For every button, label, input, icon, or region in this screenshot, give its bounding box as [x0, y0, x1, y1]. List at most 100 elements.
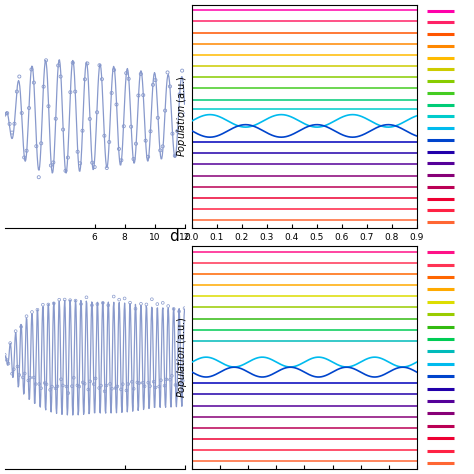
- Point: [142, 137, 149, 145]
- Point: [98, 75, 106, 83]
- Point: [141, 383, 148, 390]
- Point: [163, 375, 170, 383]
- Point: [11, 120, 18, 128]
- Point: [123, 387, 130, 394]
- Point: [115, 296, 123, 303]
- Point: [168, 372, 176, 380]
- Point: [122, 69, 130, 77]
- Point: [73, 382, 81, 389]
- Point: [121, 295, 128, 302]
- Text: c: c: [170, 0, 178, 2]
- Point: [104, 301, 112, 309]
- Point: [25, 377, 32, 384]
- Point: [128, 123, 135, 130]
- Point: [92, 374, 100, 382]
- Point: [130, 155, 137, 163]
- Point: [93, 301, 101, 308]
- Point: [119, 380, 127, 388]
- X-axis label: $\mathit{time}$ ($\mu$s): $\mathit{time}$ ($\mu$s): [281, 247, 328, 262]
- Point: [178, 67, 186, 74]
- Point: [113, 100, 120, 108]
- Point: [45, 301, 52, 308]
- Point: [156, 146, 164, 154]
- Point: [132, 140, 140, 147]
- Point: [114, 383, 121, 390]
- Point: [154, 114, 162, 122]
- Point: [173, 127, 181, 135]
- Point: [101, 387, 109, 395]
- Y-axis label: $\mathit{Population}$ (a.u.): $\mathit{Population}$ (a.u.): [175, 75, 189, 157]
- Point: [70, 374, 78, 382]
- Point: [55, 296, 63, 303]
- Text: d: d: [170, 228, 179, 244]
- Point: [120, 122, 128, 130]
- Point: [146, 383, 154, 390]
- Point: [157, 376, 165, 384]
- Point: [48, 383, 56, 391]
- Point: [150, 378, 157, 385]
- Point: [79, 127, 86, 135]
- Point: [177, 378, 185, 386]
- Point: [97, 382, 105, 389]
- Point: [136, 379, 143, 387]
- Point: [173, 382, 181, 389]
- Point: [35, 173, 43, 181]
- Point: [47, 162, 55, 169]
- Point: [75, 383, 83, 391]
- Point: [105, 138, 113, 146]
- Point: [1, 351, 9, 358]
- Point: [57, 375, 65, 383]
- Point: [159, 143, 166, 150]
- Point: [21, 370, 28, 377]
- Point: [46, 386, 54, 393]
- Point: [143, 301, 150, 308]
- Point: [72, 297, 79, 304]
- Point: [32, 380, 39, 388]
- Point: [164, 302, 172, 310]
- Point: [181, 304, 188, 312]
- Point: [59, 382, 67, 389]
- Point: [154, 300, 161, 308]
- Point: [117, 385, 125, 393]
- Point: [10, 365, 18, 373]
- Point: [139, 379, 146, 386]
- Point: [3, 109, 11, 117]
- Point: [95, 384, 103, 392]
- Point: [81, 75, 89, 83]
- Point: [169, 130, 176, 137]
- Point: [118, 156, 125, 164]
- Point: [155, 383, 163, 391]
- Point: [8, 129, 16, 137]
- Point: [172, 381, 179, 389]
- Point: [125, 75, 132, 82]
- Point: [37, 384, 45, 392]
- Point: [64, 389, 72, 397]
- Point: [166, 376, 174, 383]
- Point: [25, 104, 33, 112]
- Point: [43, 381, 50, 388]
- Point: [125, 380, 132, 388]
- Point: [69, 59, 77, 66]
- Point: [110, 66, 118, 74]
- Point: [152, 76, 159, 84]
- Point: [89, 159, 96, 166]
- Point: [76, 160, 84, 167]
- Point: [171, 152, 179, 160]
- Point: [152, 384, 159, 392]
- Point: [130, 385, 137, 392]
- Point: [179, 377, 187, 384]
- Point: [63, 383, 70, 390]
- Point: [62, 167, 69, 174]
- Point: [68, 383, 76, 390]
- Point: [52, 115, 60, 123]
- Point: [8, 370, 16, 377]
- Point: [55, 62, 62, 69]
- Point: [86, 377, 94, 385]
- Point: [30, 79, 38, 86]
- Point: [37, 139, 45, 147]
- Point: [54, 383, 61, 390]
- Point: [108, 385, 116, 392]
- Point: [96, 62, 103, 69]
- Point: [64, 154, 72, 161]
- Point: [112, 384, 119, 392]
